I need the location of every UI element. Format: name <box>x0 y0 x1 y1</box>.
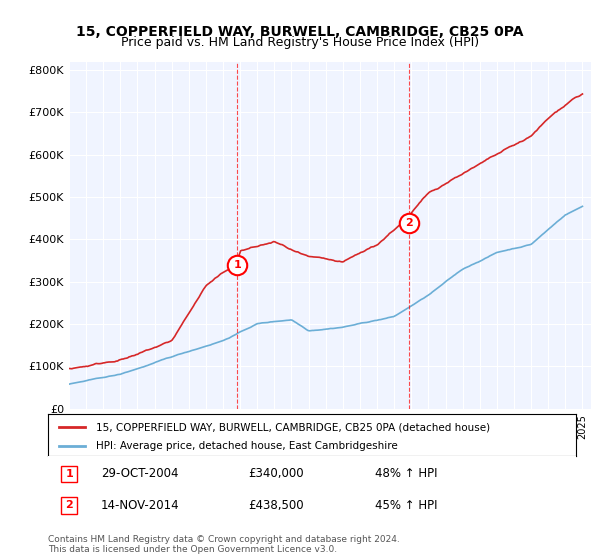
Text: 2: 2 <box>65 501 73 510</box>
Text: 14-NOV-2014: 14-NOV-2014 <box>101 499 179 512</box>
Text: 1: 1 <box>233 260 241 270</box>
Text: 48% ↑ HPI: 48% ↑ HPI <box>376 468 438 480</box>
Text: 2: 2 <box>405 218 413 228</box>
Text: HPI: Average price, detached house, East Cambridgeshire: HPI: Average price, detached house, East… <box>95 441 397 451</box>
FancyBboxPatch shape <box>61 465 77 482</box>
Text: 15, COPPERFIELD WAY, BURWELL, CAMBRIDGE, CB25 0PA: 15, COPPERFIELD WAY, BURWELL, CAMBRIDGE,… <box>76 25 524 39</box>
Text: Price paid vs. HM Land Registry's House Price Index (HPI): Price paid vs. HM Land Registry's House … <box>121 36 479 49</box>
Text: 45% ↑ HPI: 45% ↑ HPI <box>376 499 438 512</box>
Text: 29-OCT-2004: 29-OCT-2004 <box>101 468 178 480</box>
Text: Contains HM Land Registry data © Crown copyright and database right 2024.
This d: Contains HM Land Registry data © Crown c… <box>48 535 400 554</box>
Text: 15, COPPERFIELD WAY, BURWELL, CAMBRIDGE, CB25 0PA (detached house): 15, COPPERFIELD WAY, BURWELL, CAMBRIDGE,… <box>95 422 490 432</box>
FancyBboxPatch shape <box>61 497 77 514</box>
Text: £340,000: £340,000 <box>248 468 304 480</box>
Text: £438,500: £438,500 <box>248 499 304 512</box>
Text: 1: 1 <box>65 469 73 479</box>
